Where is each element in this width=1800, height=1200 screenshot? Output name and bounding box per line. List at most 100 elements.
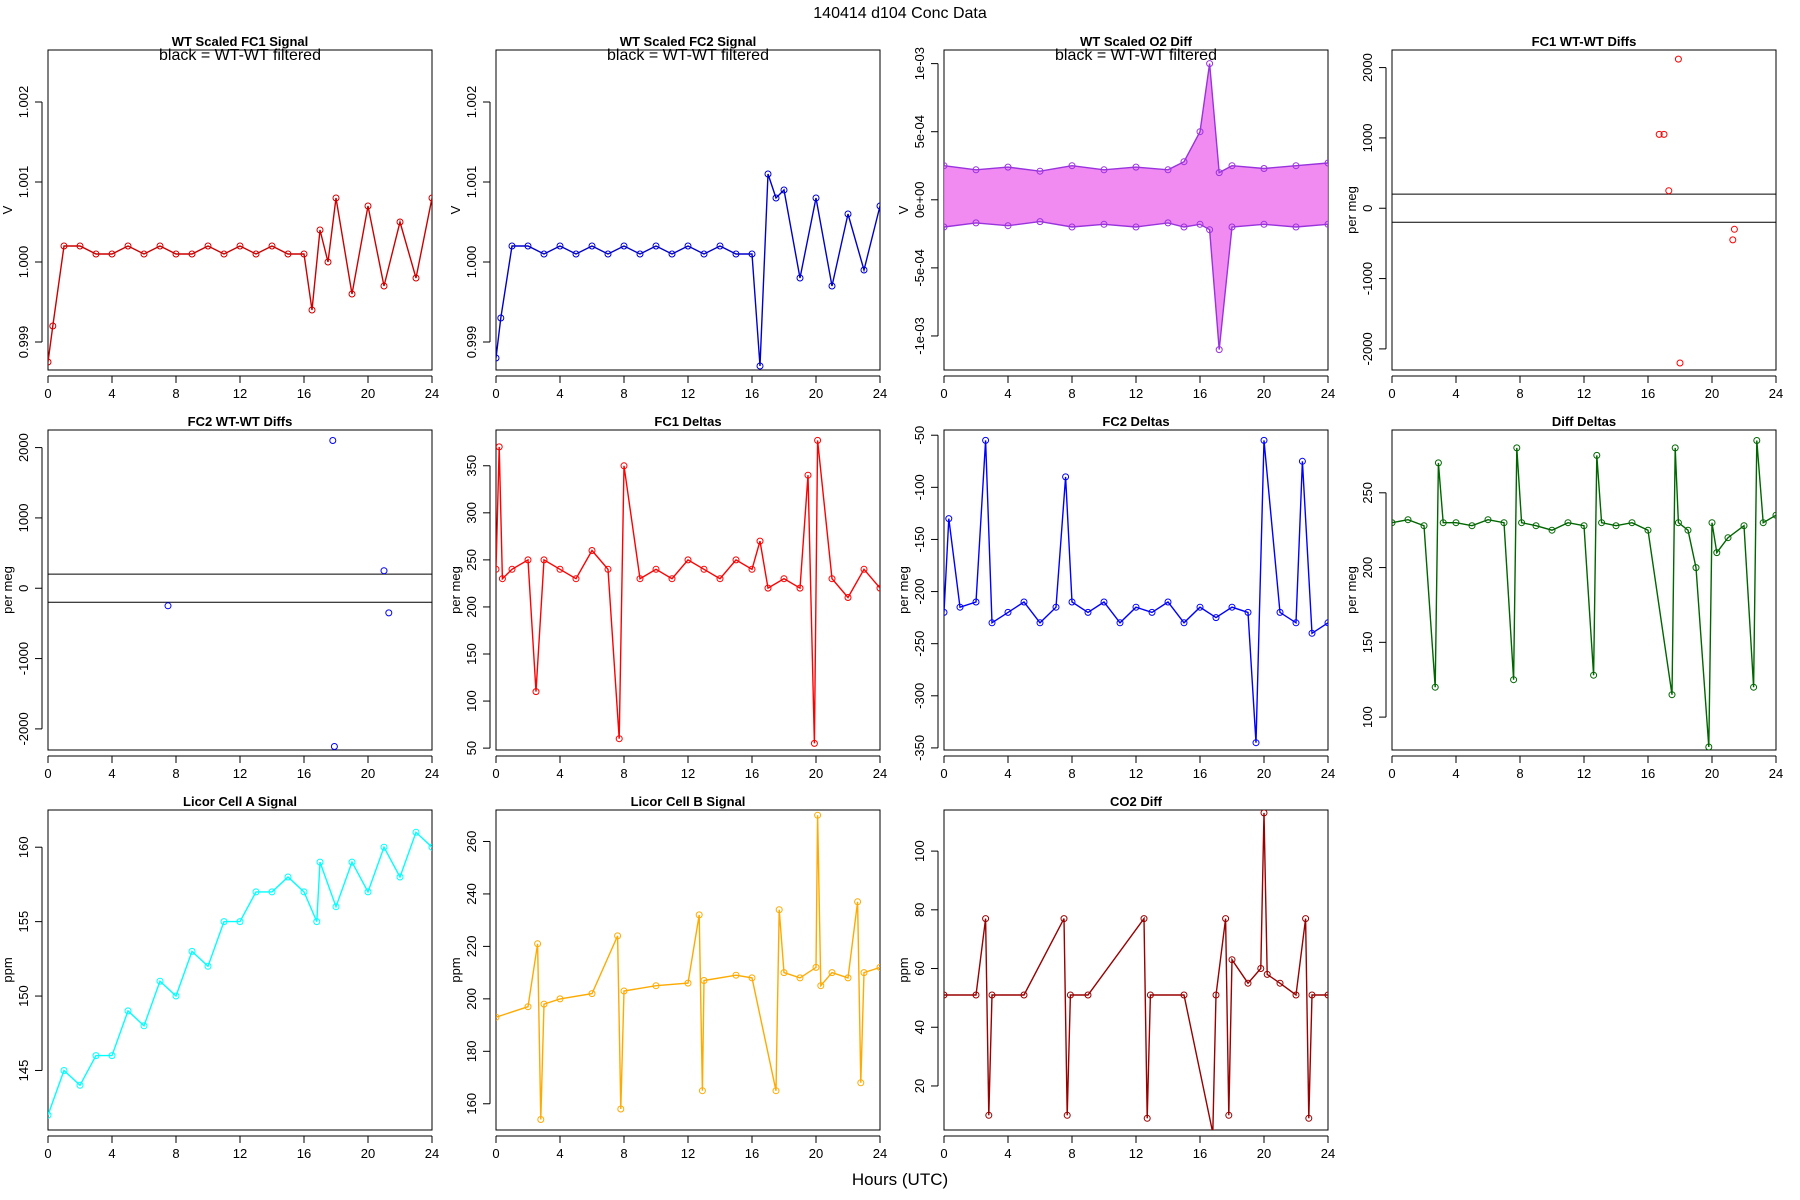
data-point bbox=[1180, 158, 1188, 166]
data-point bbox=[428, 843, 432, 851]
x-tick-label: 16 bbox=[745, 1146, 759, 1161]
data-point bbox=[956, 603, 964, 611]
data-point bbox=[1215, 169, 1223, 177]
data-point bbox=[1708, 519, 1716, 527]
plot-area bbox=[48, 194, 432, 366]
x-tick-label: 20 bbox=[361, 1146, 375, 1161]
data-point bbox=[684, 979, 692, 987]
data-point bbox=[1308, 629, 1316, 637]
x-tick-label: 24 bbox=[1769, 766, 1783, 781]
data-point bbox=[1674, 519, 1682, 527]
x-tick-label: 4 bbox=[556, 386, 563, 401]
x-tick-label: 8 bbox=[1516, 386, 1523, 401]
x-tick-label: 24 bbox=[1769, 386, 1783, 401]
y-axis-label: per meg bbox=[896, 566, 911, 614]
data-point bbox=[764, 170, 772, 178]
x-tick-label: 12 bbox=[1129, 766, 1143, 781]
data-point bbox=[814, 811, 822, 819]
data-point bbox=[1132, 603, 1140, 611]
data-point bbox=[1676, 359, 1684, 367]
y-tick-label: 200 bbox=[464, 596, 479, 618]
fill-band bbox=[944, 63, 1328, 350]
data-point bbox=[1228, 162, 1236, 170]
data-point bbox=[944, 223, 948, 231]
data-point bbox=[636, 575, 644, 583]
data-point bbox=[796, 974, 804, 982]
y-tick-label: 1000 bbox=[16, 503, 31, 532]
data-point bbox=[615, 735, 623, 743]
x-tick-label: 16 bbox=[1641, 766, 1655, 781]
data-point bbox=[764, 584, 772, 592]
data-point bbox=[1759, 519, 1767, 527]
x-tick-label: 20 bbox=[809, 1146, 823, 1161]
x-axis-label: Hours (UTC) bbox=[852, 1170, 948, 1189]
data-point bbox=[60, 242, 68, 250]
chart-annotation: black = WT-WT filtered bbox=[159, 47, 321, 64]
data-point bbox=[944, 991, 948, 999]
data-point bbox=[236, 918, 244, 926]
x-tick-label: 8 bbox=[620, 766, 627, 781]
data-point bbox=[412, 274, 420, 282]
data-point bbox=[1593, 451, 1601, 459]
data-point bbox=[1084, 991, 1092, 999]
data-point bbox=[524, 1003, 532, 1011]
data-point bbox=[1180, 991, 1188, 999]
data-point bbox=[496, 1013, 500, 1021]
data-point bbox=[540, 250, 548, 258]
data-point bbox=[860, 969, 868, 977]
x-tick-label: 16 bbox=[1193, 1146, 1207, 1161]
data-point bbox=[252, 250, 260, 258]
y-tick-label: 250 bbox=[1360, 482, 1375, 504]
data-point bbox=[220, 918, 228, 926]
y-tick-label: 155 bbox=[16, 911, 31, 933]
y-tick-label: 145 bbox=[16, 1060, 31, 1082]
data-point bbox=[604, 565, 612, 573]
data-point bbox=[1548, 526, 1556, 534]
x-tick-label: 0 bbox=[1388, 766, 1395, 781]
y-axis-label: V bbox=[448, 205, 463, 214]
data-point bbox=[498, 575, 506, 583]
data-point bbox=[1692, 564, 1700, 572]
data-point bbox=[1180, 619, 1188, 627]
data-point bbox=[1612, 522, 1620, 530]
y-tick-label: 0 bbox=[16, 585, 31, 592]
data-point bbox=[396, 218, 404, 226]
chart-panel-licor-a: Licor Cell A Signal 0 4 8 12 16 20 24 145 150 155 1… bbox=[0, 794, 439, 1161]
data-point bbox=[1020, 991, 1028, 999]
data-point bbox=[972, 991, 980, 999]
data-point bbox=[1212, 991, 1220, 999]
data-point bbox=[364, 202, 372, 210]
y-tick-label: -1000 bbox=[16, 642, 31, 675]
x-tick-label: 20 bbox=[1257, 386, 1271, 401]
y-axis-label: per meg bbox=[0, 566, 15, 614]
data-point bbox=[1036, 218, 1044, 226]
data-point bbox=[810, 739, 818, 747]
data-point bbox=[620, 242, 628, 250]
data-point bbox=[620, 987, 628, 995]
y-tick-label: 2000 bbox=[1360, 53, 1375, 82]
data-point bbox=[857, 1079, 865, 1087]
data-point bbox=[1513, 444, 1521, 452]
chart-frame bbox=[495, 49, 881, 371]
y-tick-label: 180 bbox=[464, 1040, 479, 1062]
y-tick-label: 150 bbox=[1360, 631, 1375, 653]
y-axis-label: per meg bbox=[1344, 186, 1359, 234]
y-tick-label: 1e-03 bbox=[912, 47, 927, 80]
chart-frame bbox=[495, 429, 881, 751]
data-point bbox=[982, 436, 990, 444]
chart-title: FC1 WT-WT Diffs bbox=[1532, 34, 1637, 49]
data-point bbox=[772, 194, 780, 202]
series-line-diff bbox=[944, 812, 1328, 1130]
chart-title: WT Scaled O2 Diff bbox=[1080, 34, 1193, 49]
chart-title: WT Scaled FC1 Signal bbox=[172, 34, 309, 49]
x-tick-label: 20 bbox=[361, 386, 375, 401]
data-point bbox=[985, 1111, 993, 1119]
data-point bbox=[588, 990, 596, 998]
data-point bbox=[1100, 598, 1108, 606]
data-point bbox=[1020, 598, 1028, 606]
data-point bbox=[828, 282, 836, 290]
data-point bbox=[252, 888, 260, 896]
data-point bbox=[700, 977, 708, 984]
data-point bbox=[1116, 619, 1124, 627]
chart-title: FC2 Deltas bbox=[1102, 414, 1169, 429]
